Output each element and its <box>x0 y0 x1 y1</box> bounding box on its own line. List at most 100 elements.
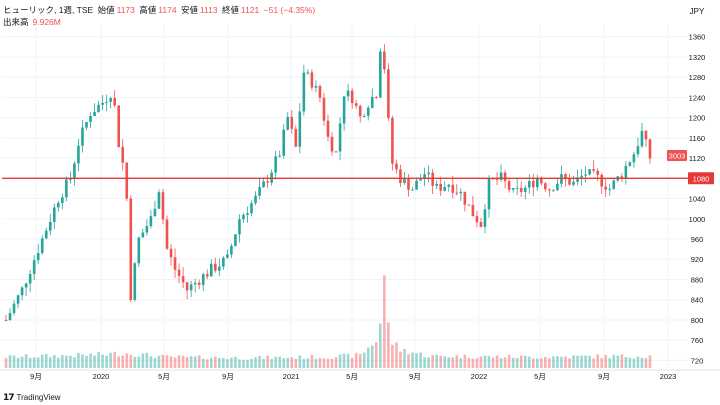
low-label: 安値 <box>180 5 198 15</box>
candle-body <box>8 313 12 321</box>
volume-bar <box>455 355 459 368</box>
volume-bar <box>165 355 169 368</box>
volume-bar <box>395 342 398 368</box>
candle-body <box>189 284 193 291</box>
candle-body <box>69 179 72 181</box>
volume-bar <box>632 358 636 368</box>
candle-body <box>600 174 603 187</box>
candle-body <box>411 189 414 191</box>
volume-bar <box>101 354 104 368</box>
volume-bar <box>447 357 451 368</box>
volume-bar <box>552 356 555 368</box>
candle-body <box>73 163 76 180</box>
volume-bar <box>419 352 422 368</box>
tradingview-brand[interactable]: 𝟭𝟳 TradingView <box>3 392 61 403</box>
candle-body <box>181 276 185 283</box>
volume-bar <box>145 352 149 368</box>
volume-bar <box>290 357 294 368</box>
candle-body <box>523 187 527 192</box>
volume-bar <box>576 355 579 368</box>
candle-body <box>350 90 354 104</box>
candle-body <box>507 181 511 190</box>
volume-bar <box>511 357 515 368</box>
x-tick-label: 9月 <box>222 372 234 381</box>
candle-body <box>483 209 487 227</box>
volume-bar <box>411 352 414 368</box>
volume-bar <box>61 354 64 368</box>
candle-body <box>16 295 20 304</box>
volume-bar <box>57 357 60 368</box>
x-tick-label: 2020 <box>93 372 110 381</box>
candle-body <box>370 97 374 108</box>
y-tick-label: 720 <box>691 356 704 365</box>
y-tick-label: 1240 <box>689 93 706 102</box>
candle-body <box>604 186 608 190</box>
currency-label: JPY <box>690 7 705 16</box>
volume-bar <box>604 354 608 368</box>
volume-bar <box>310 355 314 368</box>
x-tick-label: 2022 <box>471 372 488 381</box>
candle-body <box>640 130 644 147</box>
volume-header: 出来高 9.926M <box>3 16 61 28</box>
x-tick-label: 2021 <box>283 372 300 381</box>
candle-body <box>387 69 390 118</box>
candle-body <box>620 176 624 178</box>
y-tick-label: 1280 <box>689 73 706 82</box>
volume-bar <box>40 354 44 368</box>
candle-body <box>383 51 386 70</box>
y-tick-label: 1000 <box>689 215 706 224</box>
volume-bar <box>81 354 84 368</box>
candle-body <box>153 208 157 217</box>
candle-body <box>427 172 430 175</box>
volume-bar <box>350 357 354 368</box>
candle-body <box>636 146 640 155</box>
candle-body <box>588 169 591 175</box>
candle-body <box>36 253 40 261</box>
close-label: 終値 <box>221 5 239 15</box>
volume-bar <box>379 323 382 368</box>
volume-bar <box>616 355 620 368</box>
volume-bar <box>141 353 145 368</box>
volume-bar <box>226 359 229 368</box>
y-tick-label: 1360 <box>689 33 706 42</box>
volume-bar <box>286 357 290 368</box>
candle-body <box>576 177 579 182</box>
candle-body <box>318 85 322 98</box>
candle-body <box>556 183 559 191</box>
volume-bar <box>36 357 40 368</box>
candle-body <box>173 257 177 270</box>
volume-bar <box>306 358 310 368</box>
volume-bar <box>479 356 483 368</box>
candle-body <box>403 178 406 184</box>
candle-body <box>105 101 108 103</box>
candle-body <box>415 180 418 190</box>
volume-bar <box>274 356 277 368</box>
x-tick-label: 2023 <box>660 372 677 381</box>
candle-body <box>358 105 362 117</box>
volume-bar <box>97 351 100 368</box>
y-tick-label: 840 <box>691 296 704 305</box>
candle-body <box>443 186 447 191</box>
candle-body <box>451 184 455 193</box>
candle-body <box>97 104 100 112</box>
candle-body <box>177 269 181 277</box>
svg-text:3003: 3003 <box>669 152 686 161</box>
volume-bar <box>250 358 253 368</box>
candle-body <box>475 216 479 223</box>
candle-body <box>193 282 197 285</box>
volume-bar <box>278 356 281 368</box>
candle-body <box>294 128 298 147</box>
volume-bar <box>234 356 237 368</box>
candle-body <box>278 155 281 157</box>
y-tick-label: 880 <box>691 275 704 284</box>
candle-body <box>20 287 24 296</box>
candle-body <box>125 162 129 199</box>
volume-bar <box>608 358 612 368</box>
candle-body <box>628 162 632 166</box>
volume-bar <box>584 355 587 368</box>
volume-bar <box>173 357 177 368</box>
volume-bar <box>624 356 628 368</box>
y-tick-label: 1200 <box>689 114 706 123</box>
y-tick-label: 920 <box>691 255 704 264</box>
